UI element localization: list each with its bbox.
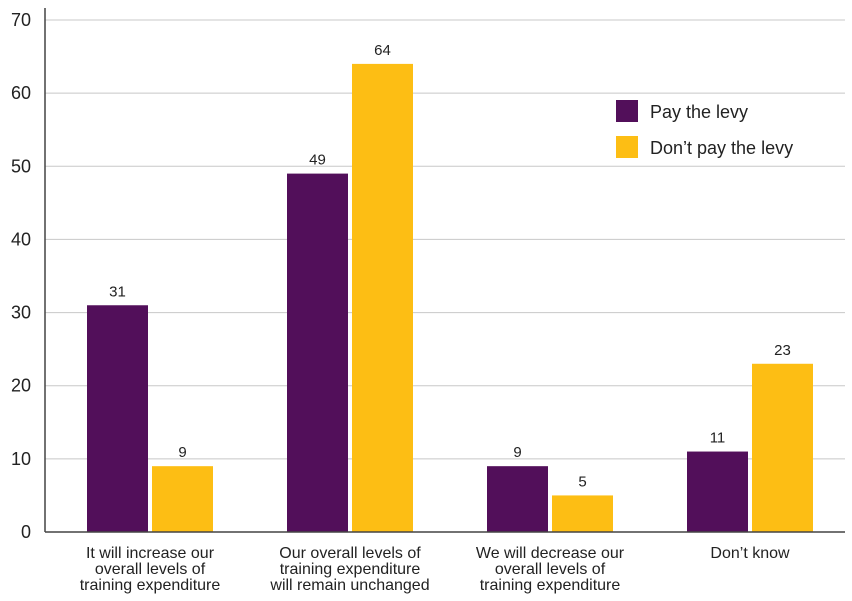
- data-label: 49: [309, 152, 326, 169]
- y-tick-label: 20: [11, 376, 31, 396]
- y-tick-label: 60: [11, 83, 31, 103]
- bar: [152, 466, 213, 532]
- data-labels: 31 9 49 64 9 5 11 23: [109, 42, 791, 491]
- data-label: 5: [578, 473, 586, 490]
- category-label: Don’t know: [710, 545, 790, 562]
- y-axis-tick-labels: 0 10 20 30 40 50 60 70: [11, 10, 31, 542]
- data-label: 64: [374, 42, 391, 59]
- y-tick-label: 50: [11, 156, 31, 176]
- legend-swatch: [616, 100, 638, 122]
- data-label: 31: [109, 283, 126, 300]
- bar: [487, 466, 548, 532]
- y-tick-label: 0: [21, 522, 31, 542]
- legend-swatch: [616, 136, 638, 158]
- bar: [687, 451, 748, 532]
- category-label: It will increase our: [86, 545, 215, 562]
- category-label: Our overall levels of: [279, 545, 421, 562]
- data-label: 11: [710, 430, 726, 447]
- gridlines: [45, 19, 845, 460]
- bar: [287, 173, 348, 532]
- bar: [87, 305, 148, 532]
- y-tick-label: 30: [11, 303, 31, 323]
- legend-label: Pay the levy: [650, 102, 748, 122]
- category-label: overall levels of: [95, 561, 206, 578]
- category-label: training expenditure: [80, 577, 221, 594]
- y-tick-label: 10: [11, 449, 31, 469]
- data-label: 9: [178, 444, 186, 461]
- data-label: 23: [774, 342, 791, 359]
- y-tick-label: 40: [11, 229, 31, 249]
- category-label: training expenditure: [480, 577, 621, 594]
- category-label: We will decrease our: [476, 545, 625, 562]
- data-label: 9: [513, 444, 521, 461]
- category-label: training expenditure: [280, 561, 421, 578]
- bar: [352, 63, 413, 533]
- category-label: will remain unchanged: [269, 577, 429, 594]
- legend: Pay the levy Don’t pay the levy: [616, 100, 793, 158]
- y-tick-label: 70: [11, 10, 31, 30]
- bar: [752, 363, 813, 532]
- bar: [552, 495, 613, 532]
- bars: [87, 63, 813, 533]
- legend-label: Don’t pay the levy: [650, 138, 793, 158]
- category-label: overall levels of: [495, 561, 606, 578]
